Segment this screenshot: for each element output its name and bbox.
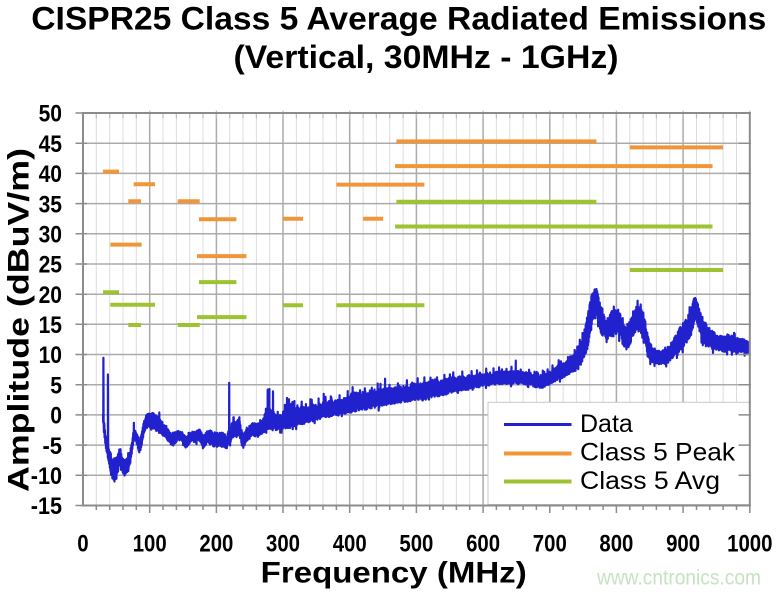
svg-text:900: 900 (666, 531, 700, 558)
svg-text:600: 600 (466, 531, 500, 558)
svg-text:Class 5 Peak: Class 5 Peak (580, 439, 736, 467)
svg-text:Frequency (MHz): Frequency (MHz) (261, 557, 527, 590)
svg-text:-5: -5 (43, 433, 63, 460)
svg-text:Data: Data (580, 410, 633, 438)
svg-text:45: 45 (39, 131, 62, 158)
svg-text:50: 50 (39, 101, 62, 128)
svg-text:30: 30 (39, 222, 62, 249)
svg-text:CISPR25 Class 5 Average Radiat: CISPR25 Class 5 Average Radiated Emissio… (31, 1, 766, 37)
svg-text:(Vertical, 30MHz - 1GHz): (Vertical, 30MHz - 1GHz) (234, 39, 619, 75)
svg-text:0: 0 (50, 403, 62, 430)
svg-text:www.cntronics.com: www.cntronics.com (596, 567, 761, 590)
svg-text:20: 20 (39, 282, 62, 309)
svg-text:0: 0 (77, 531, 88, 558)
svg-text:5: 5 (50, 372, 62, 399)
svg-text:15: 15 (39, 312, 62, 339)
svg-text:10: 10 (39, 342, 62, 369)
svg-text:400: 400 (333, 531, 367, 558)
svg-text:Class 5 Avg: Class 5 Avg (580, 467, 720, 495)
svg-text:800: 800 (599, 531, 633, 558)
svg-text:200: 200 (199, 531, 233, 558)
svg-text:300: 300 (266, 531, 300, 558)
svg-text:-10: -10 (31, 463, 62, 490)
svg-text:1000: 1000 (727, 531, 772, 558)
svg-text:500: 500 (399, 531, 433, 558)
svg-text:-15: -15 (31, 493, 62, 520)
svg-text:25: 25 (39, 252, 62, 279)
svg-text:100: 100 (133, 531, 167, 558)
svg-text:35: 35 (39, 191, 62, 218)
svg-text:700: 700 (533, 531, 567, 558)
svg-text:Amplitude (dBuV/m): Amplitude (dBuV/m) (3, 148, 36, 492)
svg-text:40: 40 (39, 161, 62, 188)
